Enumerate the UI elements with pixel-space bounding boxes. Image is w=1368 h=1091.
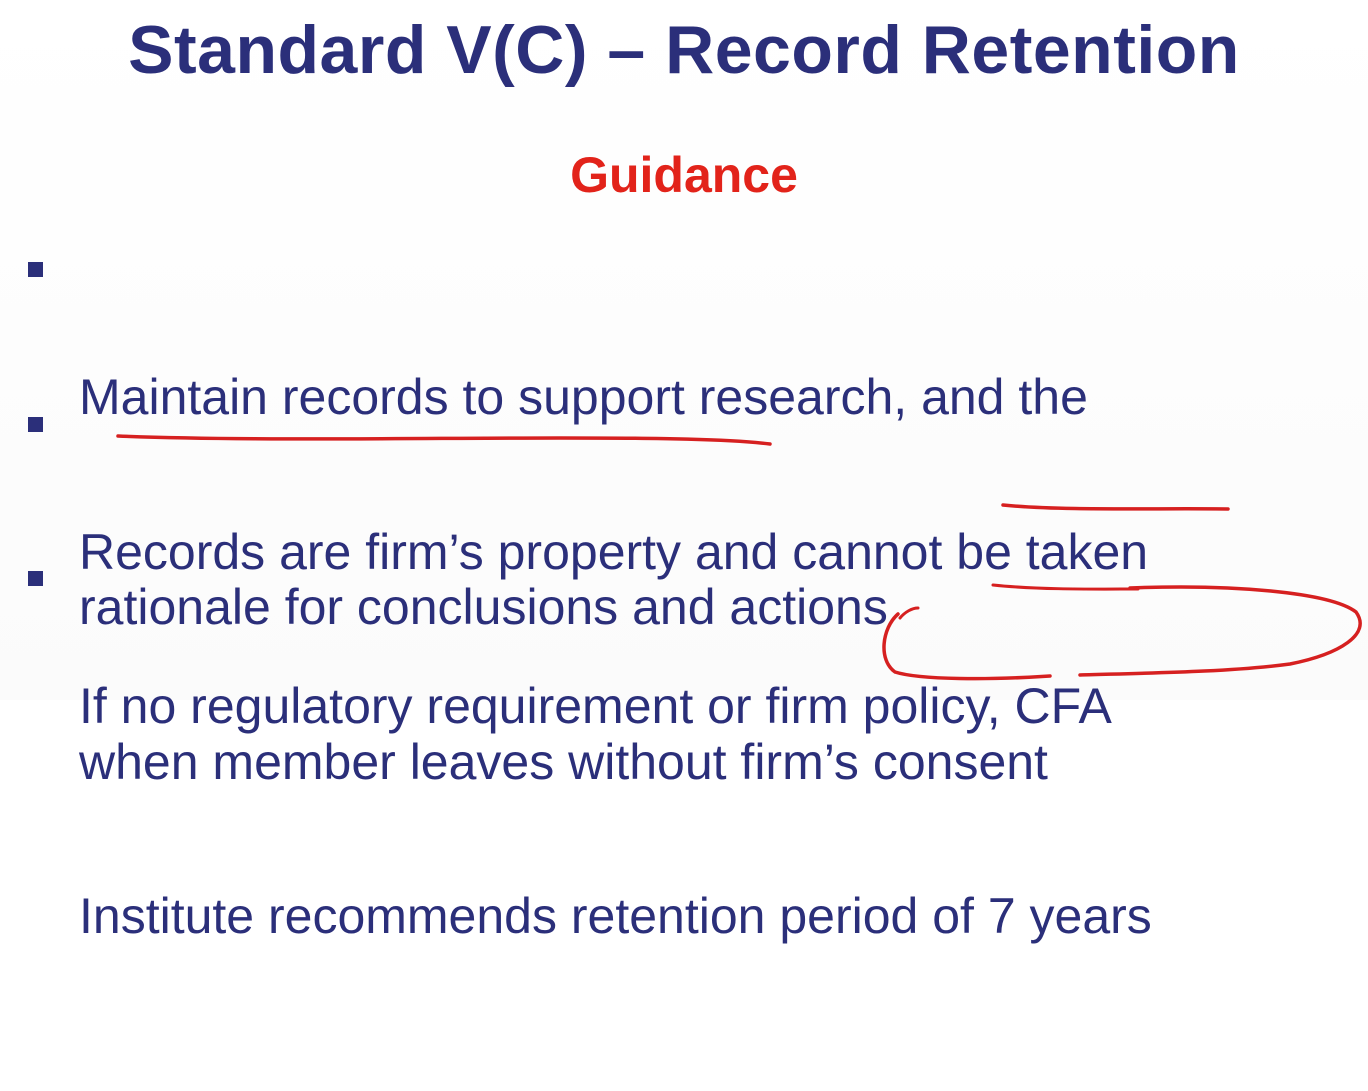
bullet-text: If no regulatory requirement or firm pol… (79, 531, 1364, 1091)
square-bullet-icon (28, 262, 43, 277)
bullet-line: Maintain records to support research, an… (79, 369, 1088, 425)
bullet-line: Records are firm’s property and cannot b… (79, 524, 1149, 580)
slide-title: Standard V(C) – Record Retention (128, 12, 1240, 88)
slide: Standard V(C) – Record Retention Guidanc… (0, 0, 1368, 944)
slide-subtitle: Guidance (570, 147, 798, 203)
bullet-list: Maintain records to support research, an… (28, 262, 1152, 944)
bullet-line: Institute recommends retention period of… (79, 888, 1152, 944)
bullet-line: rationale for conclusions and actions (79, 579, 888, 635)
bullet-text: Maintain records to support research, an… (79, 222, 1364, 782)
bullet-line: If no regulatory requirement or firm pol… (79, 678, 1112, 734)
square-bullet-icon (28, 571, 43, 586)
square-bullet-icon (28, 417, 43, 432)
